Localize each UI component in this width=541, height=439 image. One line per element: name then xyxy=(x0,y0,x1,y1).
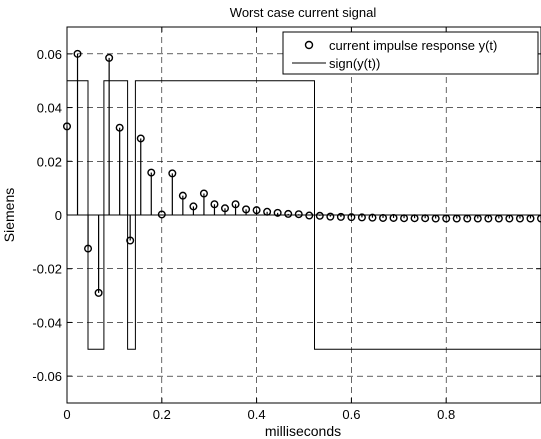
y-tick-label: -0.06 xyxy=(32,369,62,384)
stem-marker xyxy=(115,123,124,132)
y-tick-label: 0 xyxy=(55,208,62,223)
chart-title: Worst case current signal xyxy=(230,5,377,20)
x-tick-label: 0.8 xyxy=(437,407,455,422)
stem-marker xyxy=(126,236,135,245)
stem-marker xyxy=(347,213,356,222)
stem-marker xyxy=(273,208,282,217)
stem-marker xyxy=(284,209,293,218)
y-tick-label: -0.04 xyxy=(32,315,62,330)
stem-marker xyxy=(199,189,208,198)
stem-marker xyxy=(94,288,103,297)
y-axis-label: Siemens xyxy=(1,188,17,242)
stem-marker xyxy=(368,213,377,222)
stem-marker xyxy=(178,191,187,200)
stem-marker xyxy=(220,204,229,213)
stem-marker xyxy=(84,244,93,253)
x-tick-label: 0.4 xyxy=(248,407,266,422)
x-tick-label: 0.2 xyxy=(153,407,171,422)
stem-marker xyxy=(305,211,314,220)
stem-marker xyxy=(242,205,251,214)
x-tick-label: 0.6 xyxy=(342,407,360,422)
y-tick-label: 0.02 xyxy=(37,154,62,169)
stem-marker xyxy=(357,213,366,222)
stem-marker xyxy=(336,212,345,221)
stem-marker xyxy=(326,212,335,221)
legend-label-sign: sign(y(t)) xyxy=(329,56,380,71)
stem-marker xyxy=(105,53,114,62)
y-tick-label: 0.04 xyxy=(37,101,62,116)
stem-marker xyxy=(168,169,177,178)
stem-marker xyxy=(210,200,219,209)
stem-marker xyxy=(189,202,198,211)
stem-marker xyxy=(294,210,303,219)
stem-marker xyxy=(537,214,541,223)
impulse-response-series xyxy=(63,49,541,297)
stem-marker xyxy=(231,200,240,209)
y-tick-label: 0.06 xyxy=(37,47,62,62)
legend-box xyxy=(282,31,539,75)
x-axis-label: milliseconds xyxy=(265,423,341,439)
stem-marker xyxy=(136,134,145,143)
legend-label-impulse: current impulse response y(t) xyxy=(329,38,497,53)
stem-marker xyxy=(73,49,82,58)
legend: current impulse response y(t) sign(y(t)) xyxy=(282,31,539,75)
ticks: 0 0.2 0.4 0.6 0.8 0.06 0.04 0.02 0 -0.02 -0.04 -0.0… xyxy=(32,27,541,422)
y-tick-label: -0.02 xyxy=(32,262,62,277)
x-tick-label: 0 xyxy=(63,407,70,422)
stem-marker xyxy=(252,206,261,215)
stem-marker xyxy=(147,168,156,177)
stem-marker xyxy=(315,211,324,220)
stem-marker xyxy=(157,210,166,219)
legend-marker-circle xyxy=(304,40,314,50)
